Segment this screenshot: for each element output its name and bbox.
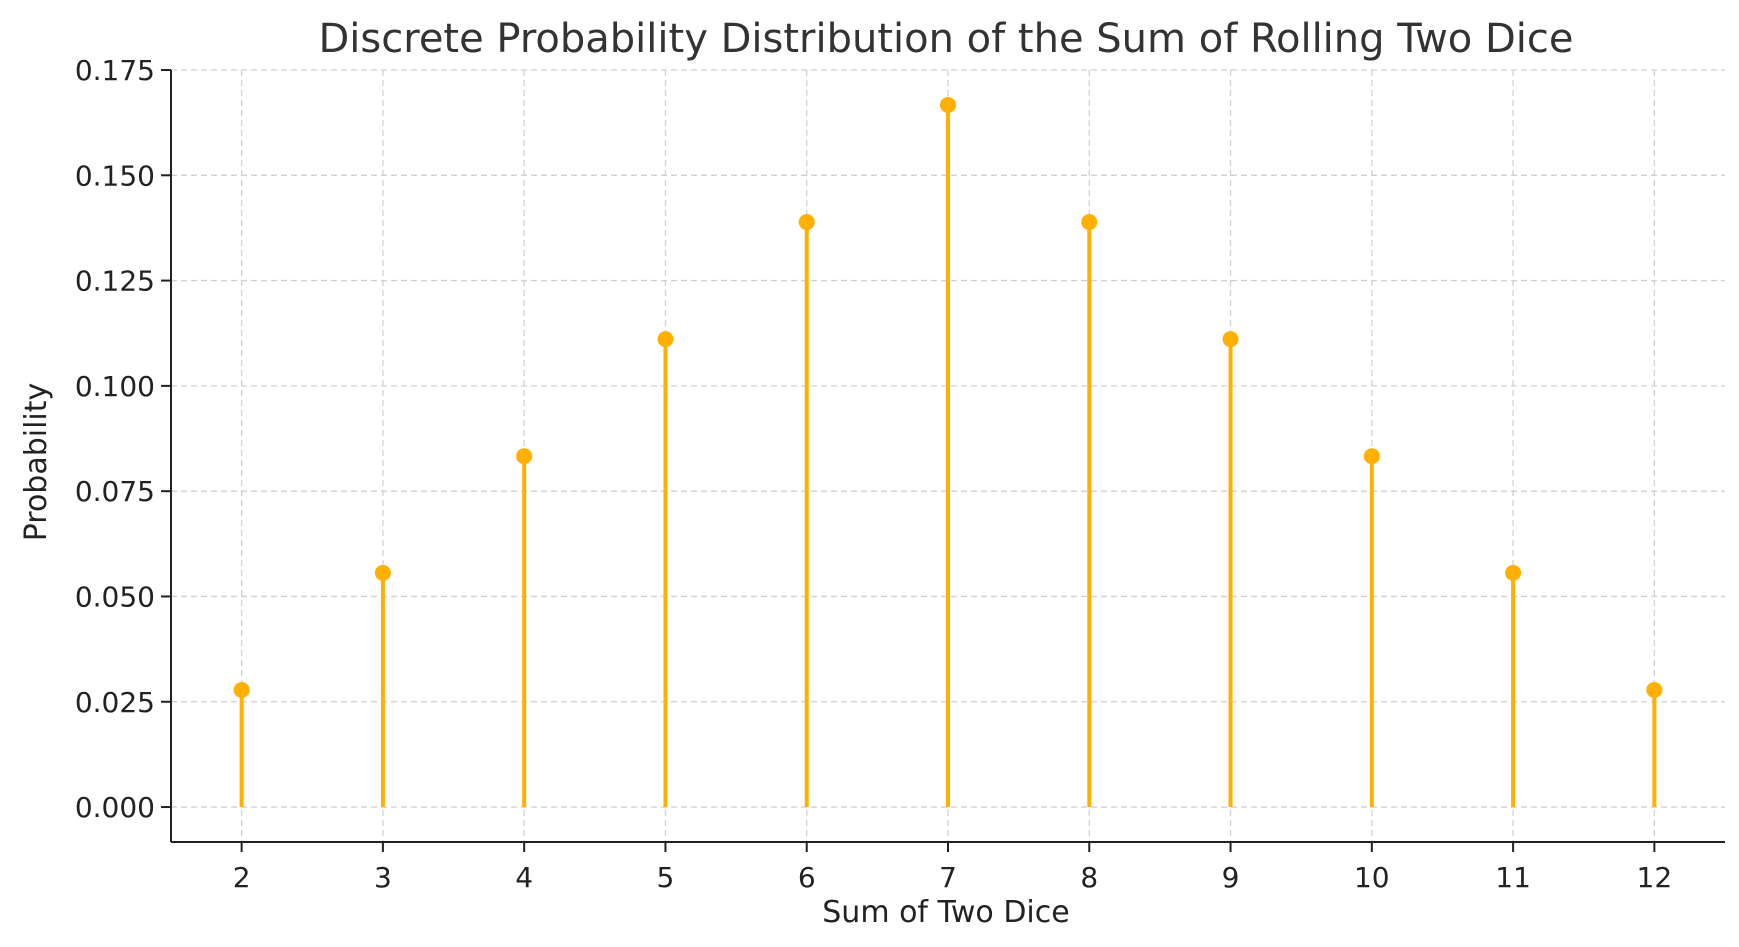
x-tick-label: 4 bbox=[515, 861, 533, 894]
x-tick-label: 9 bbox=[1222, 861, 1240, 894]
x-tick-label: 10 bbox=[1354, 861, 1390, 894]
stem-marker bbox=[798, 214, 815, 231]
stem-marker bbox=[1363, 448, 1380, 465]
y-tick-label: 0.000 bbox=[75, 791, 155, 824]
stem-marker bbox=[233, 681, 250, 698]
y-tick-label: 0.050 bbox=[75, 580, 155, 613]
x-tick-labels: 2 3 4 5 6 7 8 9 10 11 12 bbox=[233, 861, 1672, 894]
x-tick-label: 2 bbox=[233, 861, 251, 894]
y-tick-label: 0.025 bbox=[75, 686, 155, 719]
x-tick-label: 7 bbox=[939, 861, 957, 894]
y-tick-label: 0.100 bbox=[75, 370, 155, 403]
x-tick-label: 8 bbox=[1080, 861, 1098, 894]
y-tick-labels: 0.000 0.025 0.050 0.075 0.100 0.125 0.150 0.175 bbox=[75, 54, 155, 824]
x-tick-label: 12 bbox=[1637, 861, 1673, 894]
stem-series bbox=[233, 96, 1663, 808]
axes bbox=[161, 69, 1725, 852]
x-tick-label: 5 bbox=[657, 861, 675, 894]
stem-marker bbox=[940, 96, 956, 113]
stem-marker bbox=[374, 564, 391, 581]
stem-marker bbox=[1081, 214, 1098, 231]
y-tick-label: 0.150 bbox=[75, 159, 155, 192]
x-axis-label: Sum of Two Dice bbox=[822, 895, 1069, 930]
y-tick-label: 0.075 bbox=[75, 475, 155, 508]
stem-marker bbox=[657, 331, 674, 348]
y-tick-label: 0.175 bbox=[75, 54, 155, 87]
x-tick-label: 11 bbox=[1495, 861, 1531, 894]
stem-marker bbox=[1222, 331, 1239, 348]
y-axis-label: Probability bbox=[19, 383, 54, 542]
x-tick-label: 6 bbox=[798, 861, 816, 894]
stem-marker bbox=[516, 448, 533, 465]
stem-marker bbox=[1646, 681, 1663, 698]
x-tick-label: 3 bbox=[374, 861, 392, 894]
stem-marker bbox=[1505, 564, 1522, 581]
chart-title: Discrete Probability Distribution of the… bbox=[319, 16, 1574, 62]
y-tick-label: 0.125 bbox=[75, 265, 155, 298]
